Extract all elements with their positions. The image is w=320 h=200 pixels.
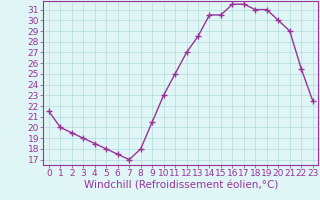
X-axis label: Windchill (Refroidissement éolien,°C): Windchill (Refroidissement éolien,°C)	[84, 181, 278, 191]
